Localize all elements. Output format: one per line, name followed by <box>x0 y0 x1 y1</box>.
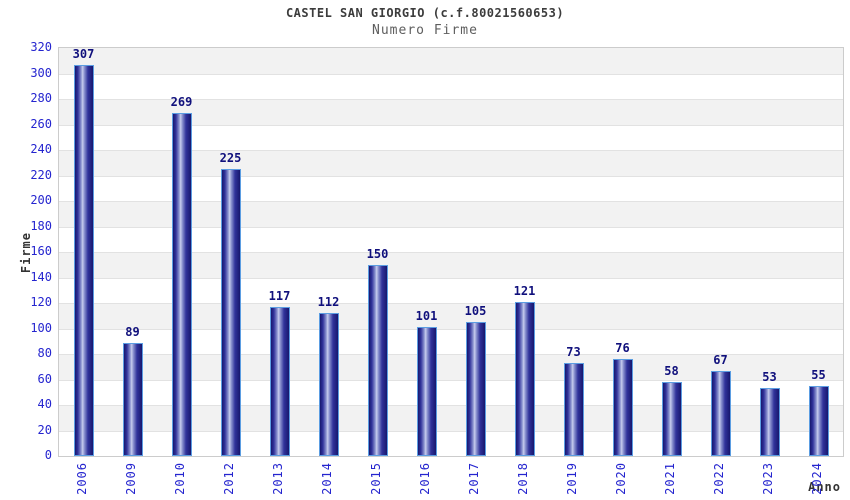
bar <box>514 301 535 456</box>
x-tick-label: 2015 <box>368 462 383 495</box>
bar <box>808 385 829 456</box>
bar-value-label: 67 <box>713 352 728 367</box>
bar-value-label: 55 <box>811 367 826 382</box>
gridline <box>59 328 843 330</box>
bar <box>220 169 241 456</box>
bar <box>759 388 780 456</box>
x-tick-label: 2009 <box>123 462 138 495</box>
bar <box>416 327 437 456</box>
bar <box>710 370 731 456</box>
bar-value-label: 101 <box>415 309 438 324</box>
x-tick-label: 2014 <box>319 462 334 495</box>
gridline <box>59 175 843 177</box>
bar <box>122 342 143 456</box>
gridline <box>59 124 843 126</box>
y-tick-label: 220 <box>30 167 52 182</box>
bar-value-label: 307 <box>72 46 95 61</box>
bar-value-label: 112 <box>317 295 340 310</box>
y-tick-label: 280 <box>30 91 52 105</box>
x-tick-label: 2016 <box>417 462 432 495</box>
bar-value-label: 121 <box>513 283 536 298</box>
bar <box>661 382 682 456</box>
x-tick-label: 2010 <box>172 462 187 495</box>
chart-title: CASTEL SAN GIORGIO (c.f.80021560653) <box>285 6 565 20</box>
x-tick-label: 2017 <box>466 462 481 495</box>
bar-value-label: 73 <box>566 344 581 359</box>
gridline <box>59 201 843 202</box>
bar-value-label: 105 <box>464 304 487 319</box>
y-tick-label: 300 <box>30 65 52 80</box>
x-tick-label: 2006 <box>74 462 89 495</box>
y-tick-label: 80 <box>37 346 52 360</box>
bar <box>465 322 486 456</box>
bar-value-label: 58 <box>664 364 679 379</box>
y-tick-label: 60 <box>37 371 52 386</box>
bar <box>269 306 290 456</box>
gridline <box>59 430 843 432</box>
y-tick-label: 20 <box>37 422 52 437</box>
bar <box>73 64 94 456</box>
gridline <box>59 99 843 100</box>
background-band <box>59 48 843 74</box>
bar <box>171 113 192 456</box>
bar <box>612 359 633 456</box>
x-tick-label: 2018 <box>515 462 530 495</box>
gridline <box>59 252 843 253</box>
bar-value-label: 53 <box>762 370 777 385</box>
x-tick-label: 2024 <box>809 462 824 495</box>
gridline <box>59 303 843 304</box>
bar <box>318 313 339 456</box>
gridline <box>59 226 843 228</box>
bar-value-label: 76 <box>615 341 630 356</box>
gridline <box>59 379 843 381</box>
x-tick-label: 2021 <box>662 462 677 495</box>
y-tick-label: 240 <box>30 142 52 156</box>
y-tick-label: 40 <box>37 397 52 411</box>
x-tick-label: 2013 <box>270 462 285 495</box>
y-tick-label: 260 <box>30 116 52 131</box>
gridline <box>59 150 843 151</box>
x-tick-label: 2023 <box>760 462 775 495</box>
y-tick-label: 200 <box>30 193 52 207</box>
y-tick-label: 100 <box>30 320 52 335</box>
x-tick-label: 2020 <box>613 462 628 495</box>
gridline <box>59 405 843 406</box>
x-axis-title: Anno <box>808 480 841 494</box>
x-tick-label: 2019 <box>564 462 579 495</box>
y-tick-label: 180 <box>30 218 52 233</box>
gridline <box>59 277 843 279</box>
bar <box>563 362 584 456</box>
chart-subtitle: Numero Firme <box>372 23 478 38</box>
bar-value-label: 269 <box>170 95 193 110</box>
gridline <box>59 73 843 75</box>
y-tick-label: 160 <box>30 244 52 258</box>
y-tick-label: 320 <box>30 40 52 54</box>
gridline <box>59 354 843 355</box>
bar-value-label: 150 <box>366 246 389 261</box>
bar <box>367 264 388 456</box>
x-tick-label: 2012 <box>221 462 236 495</box>
bar-value-label: 89 <box>125 324 140 339</box>
bar-value-label: 117 <box>268 288 291 303</box>
y-tick-label: 120 <box>30 295 52 309</box>
bar-value-label: 225 <box>219 151 242 166</box>
y-tick-label: 0 <box>44 448 52 462</box>
plot-area: 307 89 269 225 117 112 150 101 105 121 73 76 58 67 53 5… <box>58 47 844 457</box>
x-tick-label: 2022 <box>711 462 726 495</box>
y-tick-label: 140 <box>30 269 52 284</box>
